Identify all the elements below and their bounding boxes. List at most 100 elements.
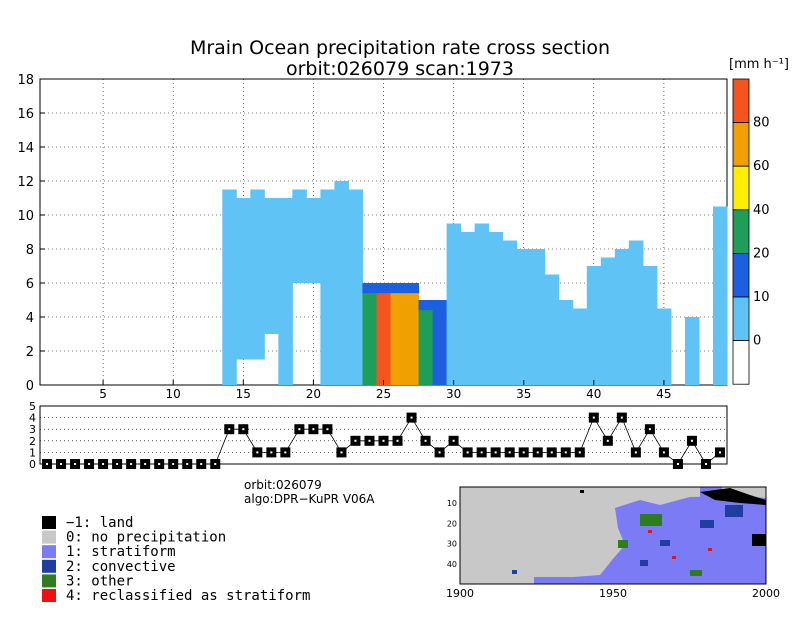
colorbar-swatch	[732, 340, 750, 385]
rain-type-marker-dot	[466, 451, 469, 454]
colorbar-swatch	[732, 296, 750, 341]
legend-label: 0: no precipitation	[66, 530, 226, 546]
strip-y-tick-label: 2	[29, 435, 36, 448]
rain-column-edge	[362, 283, 377, 294]
map-inset: 1900 1950 2000 10 20 30 40	[446, 486, 780, 600]
rain-column	[418, 300, 434, 385]
map-x-tick-label: 2000	[752, 587, 780, 600]
y-tick-label: 18	[17, 73, 34, 88]
map-y-tick-label: 30	[447, 540, 457, 549]
rain-column	[460, 232, 476, 385]
rain-type-marker-dot	[606, 439, 609, 442]
rain-column	[250, 189, 265, 360]
x-tick-label: 45	[656, 387, 671, 401]
rain-type-marker-dot	[228, 428, 231, 431]
chart-title: Mrain Ocean precipitation rate cross sec…	[190, 37, 610, 59]
rain-column-edge	[432, 300, 448, 311]
y-tick-label: 14	[17, 141, 34, 156]
map-y-tick-label: 40	[447, 560, 457, 569]
colorbar-label: 80	[753, 116, 770, 131]
strip-y-tick-label: 4	[29, 412, 36, 425]
rain-type-marker-dot	[676, 463, 679, 465]
rain-type-marker-dot	[550, 451, 553, 454]
rain-type-marker-dot	[60, 463, 63, 465]
colorbar-label: 10	[753, 290, 770, 305]
colorbar-unit: [mm h⁻¹]	[729, 57, 789, 72]
colorbar-label: 0	[753, 334, 761, 349]
rain-type-marker-dot	[592, 416, 595, 419]
rain-column	[712, 206, 728, 385]
rain-column	[446, 223, 462, 385]
colorbar: [mm h⁻¹] 0 10 20 40 60 80	[729, 57, 789, 385]
y-tick-label: 2	[26, 345, 34, 360]
rain-type-marker-dot	[354, 439, 357, 442]
rain-type-marker-dot	[620, 416, 623, 419]
rain-type-marker-dot	[144, 463, 147, 465]
rain-column	[236, 198, 251, 360]
rain-type-marker-dot	[102, 463, 105, 465]
map-frame	[459, 486, 767, 585]
x-tick-label: 15	[236, 387, 251, 401]
x-tick-label: 30	[446, 387, 461, 401]
rain-column	[348, 189, 363, 385]
rain-column	[572, 308, 588, 385]
legend-swatch	[42, 559, 56, 573]
rain-type-marker-dot	[158, 463, 161, 465]
rain-column	[390, 283, 406, 385]
rain-column-edge	[376, 283, 392, 294]
rain-type-marker-dot	[718, 451, 721, 454]
rain-type-marker-dot	[634, 451, 637, 454]
rain-type-marker-dot	[452, 439, 455, 442]
rain-type-marker-dot	[382, 439, 385, 442]
rain-type-marker-dot	[410, 416, 413, 419]
rain-column	[404, 283, 420, 385]
map-y-tick-label: 20	[447, 519, 457, 528]
y-tick-label: 8	[26, 243, 34, 258]
legend-swatch	[42, 530, 56, 544]
rain-type-marker-dot	[270, 451, 273, 454]
rain-type-marker-dot	[242, 428, 245, 431]
strip-y-tick-label: 1	[29, 446, 36, 459]
rain-column	[516, 249, 532, 385]
rain-type-marker-dot	[494, 451, 497, 454]
rain-type-marker-dot	[186, 463, 189, 465]
rain-column	[376, 283, 392, 385]
map-ticks: 1900 1950 2000 10 20 30 40	[446, 499, 780, 600]
x-tick-label: 20	[306, 387, 321, 401]
rain-column	[628, 240, 644, 385]
colorbar-swatch	[732, 252, 750, 298]
map-x-tick-label: 1900	[446, 587, 474, 600]
rain-type-marker-dot	[46, 463, 49, 465]
legend-label: 4: reclassified as stratiform	[66, 588, 310, 604]
rain-type-marker-dot	[480, 451, 483, 454]
strip-y-tick-label: 5	[29, 400, 36, 413]
cross-section-ticks: 0 2 4 6 8 10 12 14 16 18 5 10 15 20 25 30 35 40 45	[17, 73, 671, 401]
x-tick-label: 5	[99, 387, 107, 401]
rain-type-marker-dot	[312, 428, 315, 431]
rain-type-markers	[42, 412, 725, 469]
rain-column	[684, 317, 700, 385]
colorbar-label: 60	[753, 159, 770, 174]
legend-swatch	[42, 589, 56, 602]
legend-label: −1: land	[66, 515, 133, 531]
y-tick-label: 6	[26, 277, 34, 292]
rain-type-marker-dot	[298, 428, 301, 431]
colorbar-swatch	[732, 165, 750, 211]
rain-column	[600, 257, 616, 385]
rain-type-marker-dot	[396, 439, 399, 442]
cross-section-plot: 0 2 4 6 8 10 12 14 16 18 5 10 15 20 25 30 35 40 45	[17, 73, 728, 401]
rain-type-marker-dot	[578, 451, 581, 454]
rain-column-edge	[418, 300, 434, 311]
strip-y-tick-label: 3	[29, 423, 36, 436]
x-tick-label: 40	[586, 387, 601, 401]
legend-swatch	[42, 545, 56, 559]
map-y-tick-label: 10	[447, 499, 457, 508]
rain-type-marker-dot	[508, 451, 511, 454]
x-tick-label: 25	[376, 387, 391, 401]
rain-column	[544, 274, 560, 385]
rain-type-marker-dot	[116, 463, 119, 465]
rain-column	[558, 300, 574, 385]
legend-label: 1: stratiform	[66, 544, 176, 560]
